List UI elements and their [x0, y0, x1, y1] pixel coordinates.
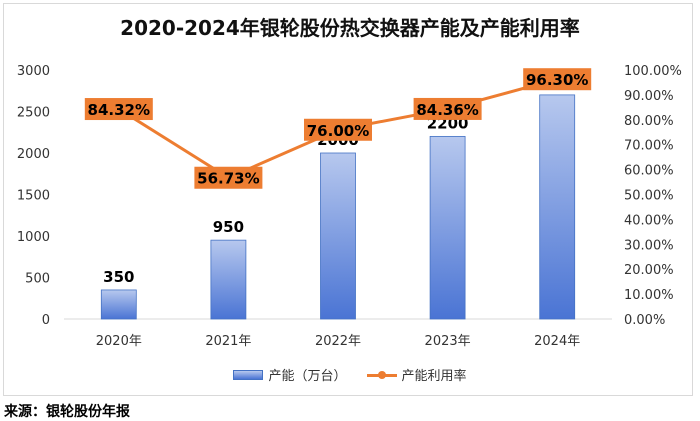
line-label-box — [84, 98, 153, 121]
y-right-tick-label: 30.00% — [624, 238, 674, 253]
y-right-tick-label: 90.00% — [624, 89, 674, 104]
y-right-tick-label: 0.00% — [624, 313, 665, 328]
y-left-tick-label: 2000 — [17, 147, 50, 162]
y-left-tick-label: 2500 — [17, 106, 50, 121]
bar — [210, 239, 247, 320]
bar — [539, 94, 576, 320]
legend-item-capacity: 产能（万台） — [233, 365, 347, 384]
y-right-tick-label: 70.00% — [624, 139, 674, 154]
x-tick-label: 2024年 — [534, 334, 580, 349]
y-right-tick-label: 100.00% — [624, 64, 682, 79]
line-data-label: 96.30% — [526, 71, 588, 89]
legend-label-capacity: 产能（万台） — [268, 369, 347, 384]
line-label-box — [194, 166, 263, 189]
y-right-tick-label: 80.00% — [624, 114, 674, 129]
line-data-label: 84.36% — [416, 101, 478, 119]
x-tick-label: 2021年 — [205, 334, 251, 349]
y-left-tick-label: 3000 — [17, 64, 50, 79]
x-tick-label: 2020年 — [96, 334, 142, 349]
y-left-tick-label: 500 — [25, 272, 50, 287]
line-label-box — [304, 118, 372, 141]
legend-bar-swatch — [233, 369, 264, 380]
source-note: 来源：银轮股份年报 — [4, 404, 130, 420]
y-right-tick-label: 20.00% — [624, 263, 674, 278]
bar-data-label: 350 — [103, 268, 134, 286]
y-left-tick-label: 1000 — [17, 230, 50, 245]
y-right-tick-label: 10.00% — [624, 288, 674, 303]
legend: 产能（万台） 产能利用率 — [0, 365, 700, 384]
line-label-box — [523, 68, 592, 91]
chart-title: 2020-2024年银轮股份热交换器产能及产能利用率 — [120, 16, 580, 40]
y-right-tick-label: 40.00% — [624, 213, 674, 228]
line-data-label: 56.73% — [197, 170, 259, 188]
line-label-box — [413, 97, 482, 120]
bar — [429, 135, 466, 320]
bar — [320, 152, 356, 320]
x-tick-label: 2023年 — [425, 334, 471, 349]
line-data-label: 76.00% — [307, 122, 369, 140]
y-right-tick-label: 50.00% — [624, 189, 674, 204]
bar — [100, 289, 137, 320]
line-data-label: 84.32% — [88, 101, 150, 119]
y-left-tick-label: 1500 — [17, 189, 50, 204]
legend-label-utilization: 产能利用率 — [401, 369, 467, 384]
y-left-tick-label: 0 — [42, 313, 50, 328]
y-right-tick-label: 60.00% — [624, 164, 674, 179]
bar-data-label: 950 — [213, 218, 244, 236]
x-tick-label: 2022年 — [315, 334, 361, 349]
legend-line-swatch — [366, 370, 397, 380]
legend-item-utilization: 产能利用率 — [366, 365, 467, 384]
